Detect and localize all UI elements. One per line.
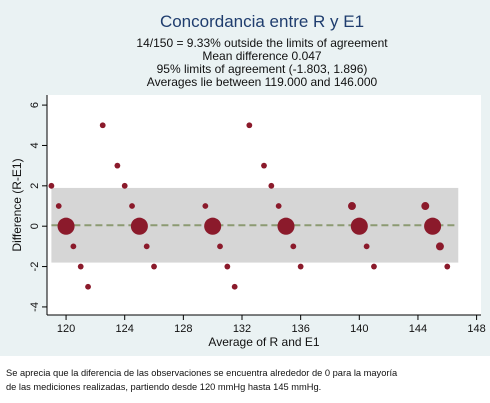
x-tick-label: 132 — [233, 323, 251, 335]
x-tick-label: 148 — [467, 323, 485, 335]
chart-subtitle-line: Mean difference 0.047 — [202, 49, 322, 63]
x-tick-label: 124 — [116, 323, 134, 335]
data-point — [55, 203, 62, 209]
data-point — [435, 242, 444, 251]
y-tick-label: 6 — [29, 102, 41, 108]
data-point — [231, 283, 238, 290]
data-point — [421, 202, 430, 210]
y-tick-label: 0 — [29, 223, 41, 229]
data-point — [217, 243, 223, 250]
data-point — [224, 263, 231, 270]
caption-line-2: de las mediciones realizadas, partiendo … — [6, 382, 322, 392]
y-tick-label: 2 — [29, 183, 41, 189]
chart-caption: Se aprecia que la diferencia de las obse… — [6, 366, 484, 394]
data-point — [114, 162, 121, 169]
chart-panel: 120 124 128 132 136 140 144 148 -4 -2 0 2 4 6 Average … — [0, 0, 490, 356]
data-point — [275, 203, 282, 209]
data-point — [347, 202, 356, 210]
x-tick-label: 136 — [291, 323, 309, 335]
data-point — [297, 263, 304, 270]
data-point — [70, 243, 77, 250]
x-tick-label: 144 — [409, 323, 427, 335]
y-tick-label: -2 — [29, 262, 41, 272]
data-point — [77, 263, 84, 270]
data-point — [371, 263, 377, 270]
data-point — [85, 283, 91, 290]
data-point — [57, 217, 75, 235]
data-point — [121, 182, 128, 189]
data-point — [129, 203, 135, 209]
data-point — [130, 217, 148, 235]
chart-subtitle-line: 95% limits of agreement (-1.803, 1.896) — [157, 62, 368, 76]
data-point — [143, 243, 150, 250]
x-tick-label: 128 — [174, 323, 192, 335]
chart-title: Concordancia entre R y E1 — [160, 12, 364, 31]
y-axis-title: Difference (R-E1) — [10, 158, 24, 251]
y-tick-label: 4 — [29, 142, 41, 148]
data-point — [444, 263, 451, 270]
x-axis-title: Average of R and E1 — [208, 335, 320, 349]
data-point — [268, 182, 275, 189]
caption-line-1: Se aprecia que la diferencia de las obse… — [6, 368, 398, 378]
chart-subtitle-line: 14/150 = 9.33% outside the limits of agr… — [136, 36, 388, 50]
data-point — [151, 263, 157, 270]
data-point — [277, 217, 295, 235]
chart-subtitle-line: Averages lie between 119.000 and 146.000 — [147, 75, 378, 89]
data-point — [202, 203, 209, 209]
data-point — [350, 217, 368, 235]
y-tick-label: -4 — [29, 302, 41, 312]
data-point — [363, 243, 370, 250]
data-point — [261, 162, 267, 169]
x-tick-label: 140 — [350, 323, 368, 335]
x-tick-label: 120 — [57, 323, 75, 335]
data-point — [204, 217, 222, 235]
data-point — [48, 182, 55, 189]
data-point — [424, 217, 442, 235]
data-point — [290, 243, 297, 250]
data-point — [99, 122, 106, 129]
data-point — [246, 122, 253, 129]
bland-altman-chart: 120 124 128 132 136 140 144 148 -4 -2 0 2 4 6 Average … — [10, 12, 486, 349]
